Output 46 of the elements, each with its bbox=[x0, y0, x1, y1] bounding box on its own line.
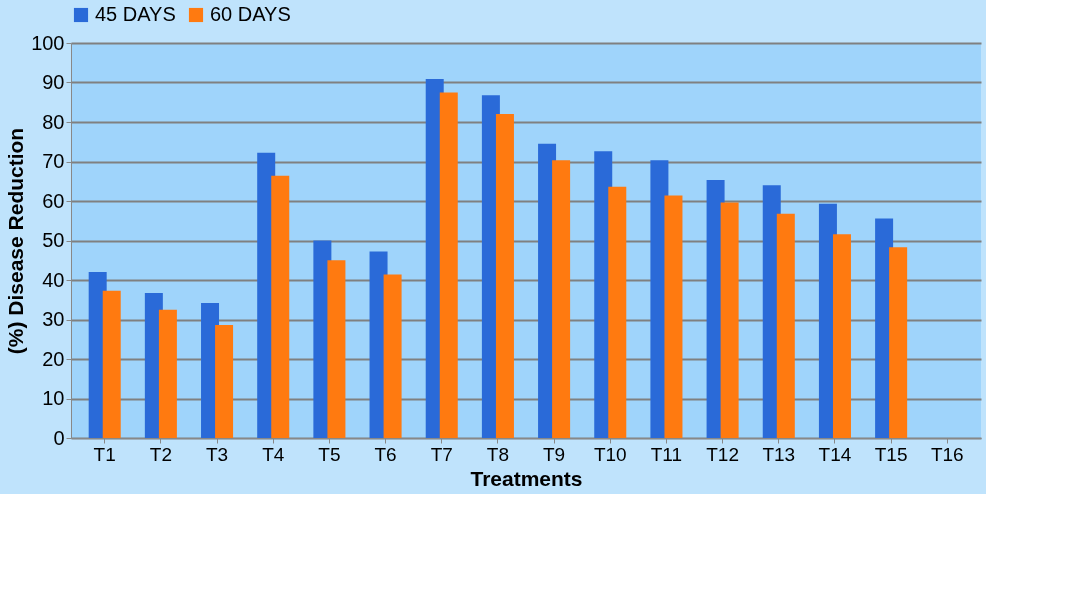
y-tick-label: 90 bbox=[42, 71, 65, 93]
y-tick-label: 20 bbox=[42, 347, 65, 370]
x-tick-label: T7 bbox=[430, 443, 453, 465]
x-tick-label: T10 bbox=[593, 443, 627, 465]
bar bbox=[664, 195, 683, 438]
x-tick-label: T2 bbox=[149, 443, 172, 465]
y-tick-label: 100 bbox=[31, 31, 65, 54]
y-tick-label: 10 bbox=[42, 387, 65, 409]
bar bbox=[271, 175, 290, 438]
bar bbox=[889, 247, 908, 438]
bar bbox=[439, 92, 458, 438]
y-tick-label: 50 bbox=[42, 229, 65, 251]
legend-label: 45 DAYS bbox=[95, 3, 176, 25]
x-tick-label: T6 bbox=[374, 443, 397, 465]
y-tick-label: 0 bbox=[53, 426, 65, 449]
x-tick-label: T16 bbox=[930, 443, 964, 465]
y-tick-label: 30 bbox=[42, 308, 65, 330]
bar bbox=[158, 309, 177, 438]
y-tick-label: 60 bbox=[42, 189, 65, 212]
bar bbox=[776, 213, 795, 438]
bar bbox=[327, 260, 346, 438]
x-tick-label: T9 bbox=[542, 443, 566, 465]
x-tick-label: T11 bbox=[650, 443, 683, 465]
x-tick-label: T4 bbox=[262, 443, 285, 465]
bar bbox=[832, 234, 851, 438]
bar bbox=[215, 325, 234, 438]
bar bbox=[720, 202, 739, 438]
x-tick-label: T5 bbox=[318, 443, 341, 465]
bar bbox=[608, 186, 627, 438]
bar bbox=[495, 114, 514, 438]
y-axis-title: (%) Disease Reduction bbox=[4, 127, 28, 355]
x-tick-label: T12 bbox=[706, 443, 739, 465]
x-axis-title: Treatments bbox=[470, 466, 583, 490]
bar bbox=[552, 160, 571, 438]
y-tick-label: 70 bbox=[42, 150, 65, 172]
y-tick-label: 40 bbox=[42, 268, 65, 291]
y-tick-label: 80 bbox=[42, 110, 65, 133]
legend-label: 60 DAYS bbox=[210, 3, 291, 25]
bar bbox=[383, 274, 402, 438]
x-tick-label: T15 bbox=[874, 443, 908, 465]
x-tick-label: T1 bbox=[93, 443, 116, 465]
x-tick-label: T3 bbox=[205, 443, 229, 465]
x-tick-label: T14 bbox=[818, 443, 852, 465]
x-tick-label: T8 bbox=[486, 443, 510, 465]
x-tick-label: T13 bbox=[762, 443, 796, 465]
bar bbox=[102, 290, 121, 438]
